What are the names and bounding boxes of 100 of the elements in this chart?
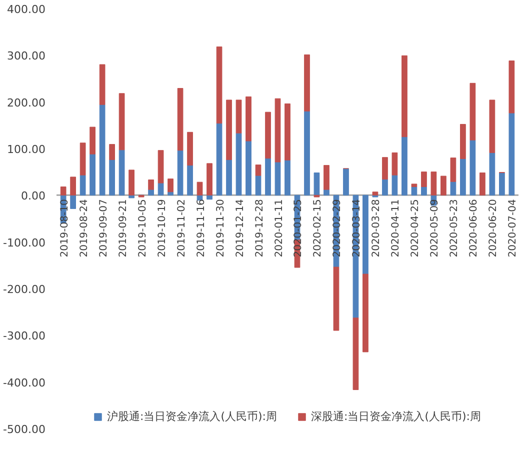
x-tick-label: 2019-11-30 <box>215 199 226 258</box>
bar <box>508 112 515 196</box>
bar <box>246 140 252 196</box>
bar <box>274 162 281 196</box>
bar <box>470 140 476 196</box>
bar <box>158 150 164 184</box>
bar <box>216 123 222 196</box>
x-tick-label: 2019-10-19 <box>156 199 168 258</box>
bar <box>284 103 290 160</box>
x-tick-label: 2020-01-11 <box>274 199 285 258</box>
x-tick-label: 2020-07-04 <box>508 199 519 258</box>
bar <box>333 266 340 331</box>
x-tick-label: 2020-05-23 <box>449 199 460 258</box>
x-tick-label: 2020-02-15 <box>312 199 324 258</box>
x-tick-label: 2020-03-28 <box>371 199 382 258</box>
x-tick-label: 2019-10-05 <box>137 199 148 258</box>
bar <box>177 150 184 196</box>
bar <box>460 124 466 160</box>
bar <box>80 174 86 196</box>
bar <box>60 186 66 196</box>
x-tick-label: 2020-06-06 <box>468 199 480 258</box>
bar <box>480 172 486 196</box>
bar <box>236 100 242 134</box>
x-tick-label: 2019-12-28 <box>254 199 266 258</box>
bar <box>148 189 154 196</box>
y-tick-label: 0.00 <box>21 190 46 203</box>
y-tick-label: 300.00 <box>7 50 46 63</box>
bar <box>392 152 398 176</box>
bar <box>99 64 106 105</box>
x-tick-label: 2020-01-25 <box>293 199 304 258</box>
y-tick-label: -200.00 <box>3 283 46 296</box>
x-tick-label: 2019-11-02 <box>176 199 188 258</box>
bar <box>411 184 418 188</box>
bar <box>421 172 427 188</box>
bar <box>382 157 388 180</box>
bar <box>421 186 427 196</box>
bar <box>304 54 310 112</box>
bar <box>236 132 242 196</box>
bar <box>128 170 134 196</box>
bar <box>70 194 76 209</box>
bar <box>246 96 252 142</box>
y-tick-label: 400.00 <box>7 3 46 16</box>
bar <box>352 318 359 390</box>
bar <box>216 46 222 124</box>
bar <box>255 175 262 196</box>
bar <box>402 55 408 138</box>
bar <box>206 163 212 196</box>
bar <box>470 82 476 140</box>
bar <box>265 112 271 159</box>
bar <box>382 179 388 196</box>
bar <box>440 176 446 196</box>
bar <box>109 144 115 160</box>
bar <box>489 152 496 196</box>
bar <box>343 168 349 196</box>
bar <box>226 159 232 196</box>
bar <box>450 181 456 196</box>
bar <box>489 100 496 153</box>
x-tick-label: 2019-08-24 <box>78 199 90 258</box>
bar <box>70 176 76 196</box>
x-tick-label: 2019-09-21 <box>118 199 129 258</box>
x-tick-label: 2020-03-14 <box>352 199 363 258</box>
bar <box>508 60 515 114</box>
bar <box>450 158 456 182</box>
bar <box>402 136 408 196</box>
bar <box>362 194 368 274</box>
bar <box>499 172 505 196</box>
bar <box>314 172 320 196</box>
bar <box>362 274 368 352</box>
bar <box>187 132 193 166</box>
x-tick-label: 2020-05-09 <box>430 199 441 258</box>
bar <box>109 159 115 196</box>
legend-label: 沪股通:当日资金净流入(人民币):周 <box>107 409 277 424</box>
y-tick-label: 200.00 <box>7 96 46 110</box>
bar <box>177 88 184 151</box>
bar <box>392 174 398 196</box>
x-tick-label: 2019-12-14 <box>234 199 246 258</box>
bar <box>80 142 86 176</box>
bar <box>274 98 281 162</box>
bar <box>128 194 134 198</box>
x-tick-label: 2020-04-11 <box>390 199 402 258</box>
bar <box>158 182 164 196</box>
bar <box>90 154 96 196</box>
x-tick-label: 2019-08-10 <box>59 199 70 258</box>
bar <box>168 178 174 192</box>
bar <box>284 160 290 196</box>
y-tick-label: -300.00 <box>3 330 46 343</box>
bar <box>168 192 174 196</box>
y-tick-label: -400.00 <box>3 376 46 390</box>
bar <box>90 126 96 154</box>
bar <box>187 165 193 196</box>
bar <box>324 165 330 190</box>
bar <box>265 158 271 196</box>
bar <box>460 158 466 196</box>
x-tick-label: 2020-04-25 <box>410 199 422 258</box>
bar <box>148 180 154 190</box>
bar <box>255 164 262 176</box>
legend-label: 深股通:当日资金净流入(人民币):周 <box>311 409 481 424</box>
y-tick-label: -100.00 <box>3 236 46 250</box>
bar <box>372 192 378 196</box>
y-tick-label: 100.00 <box>7 143 46 156</box>
